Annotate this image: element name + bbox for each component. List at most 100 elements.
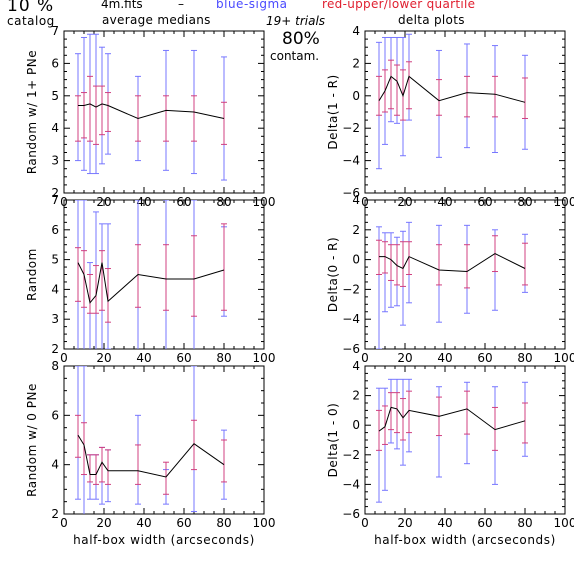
median-line bbox=[378, 75, 526, 103]
y-tick-label: 0 bbox=[352, 418, 360, 432]
data-group bbox=[75, 200, 227, 349]
y-tick-label: −4 bbox=[342, 312, 360, 326]
x-tick-label: 40 bbox=[437, 516, 452, 530]
x-tick-label: 60 bbox=[176, 351, 191, 365]
legend-blue-sigma: blue-sigma bbox=[216, 0, 288, 11]
x-tick-label: 0 bbox=[361, 516, 369, 530]
median-line bbox=[77, 262, 225, 304]
y-axis-label: Random w/ 1+ PNe bbox=[25, 50, 39, 174]
x-tick-label: 20 bbox=[397, 516, 412, 530]
x-tick-label: 100 bbox=[253, 516, 276, 530]
data-group bbox=[376, 221, 528, 349]
x-axis-label: half-box width (arcseconds) bbox=[374, 533, 556, 547]
y-tick-label: 2 bbox=[352, 56, 360, 70]
trials-label: 19+ trials bbox=[266, 14, 326, 28]
plot-frame bbox=[364, 365, 566, 515]
y-tick-label: 6 bbox=[51, 223, 59, 237]
y-axis-label: Delta(0 - R) bbox=[326, 237, 340, 312]
x-tick-label: 0 bbox=[60, 516, 68, 530]
y-tick-label: 4 bbox=[51, 282, 59, 296]
x-tick-label: 60 bbox=[477, 516, 492, 530]
y-tick-label: 2 bbox=[51, 186, 59, 200]
y-tick-label: 4 bbox=[51, 121, 59, 135]
median-line bbox=[77, 434, 225, 478]
x-tick-label: 40 bbox=[136, 516, 151, 530]
y-tick-label: −6 bbox=[342, 186, 360, 200]
x-tick-label: 0 bbox=[60, 351, 68, 365]
y-tick-label: 2 bbox=[352, 223, 360, 237]
panel-p32: 0 20 40 60 80 100 −6 −4 −2 0 2 4 Delta(1 - 0) half-bo… bbox=[326, 359, 574, 547]
y-tick-label: 0 bbox=[352, 253, 360, 267]
plot-frame bbox=[63, 30, 265, 194]
x-tick-label: 100 bbox=[554, 351, 574, 365]
y-tick-label: 7 bbox=[51, 193, 59, 207]
x-tick-label: 20 bbox=[96, 516, 111, 530]
plot-frame bbox=[63, 199, 265, 350]
y-axis-label: Delta(1 - R) bbox=[326, 74, 340, 149]
catalog-percent: 10 % bbox=[7, 0, 55, 16]
y-tick-label: −6 bbox=[342, 507, 360, 521]
x-tick-label: 80 bbox=[216, 351, 231, 365]
file-name: 4m.fits bbox=[101, 0, 143, 11]
y-tick-label: 2 bbox=[352, 389, 360, 403]
y-axis-label: Random w/ 0 PNe bbox=[25, 383, 39, 497]
plot-frame bbox=[364, 30, 566, 194]
y-tick-label: −2 bbox=[342, 448, 360, 462]
y-tick-label: 3 bbox=[51, 312, 59, 326]
y-tick-label: 8 bbox=[51, 359, 59, 373]
average-medians-title: average medians bbox=[102, 13, 211, 27]
panel-p31: 0 20 40 60 80 100 2 4 6 8 Random w/ 0 PNe half-box … bbox=[25, 359, 275, 547]
delta-plots-title: delta plots bbox=[398, 13, 465, 27]
x-tick-label: 100 bbox=[554, 516, 574, 530]
median-line bbox=[379, 253, 526, 273]
y-tick-label: 4 bbox=[352, 359, 360, 373]
data-group bbox=[376, 378, 528, 503]
y-tick-label: −4 bbox=[342, 154, 360, 168]
x-tick-label: 100 bbox=[554, 195, 574, 209]
x-tick-label: 0 bbox=[361, 351, 369, 365]
plot-frame bbox=[63, 365, 265, 515]
y-tick-label: 6 bbox=[51, 56, 59, 70]
x-tick-label: 60 bbox=[176, 516, 191, 530]
y-tick-label: −6 bbox=[342, 342, 360, 356]
y-tick-label: 4 bbox=[51, 458, 59, 472]
y-tick-label: 0 bbox=[352, 89, 360, 103]
data-group bbox=[75, 366, 227, 514]
plot-frame bbox=[364, 199, 566, 350]
y-tick-label: 4 bbox=[352, 24, 360, 38]
catalog-label: catalog bbox=[7, 14, 55, 28]
y-tick-label: 6 bbox=[51, 408, 59, 422]
legend-red-quartile: red-upper/lower quartile bbox=[322, 0, 476, 11]
y-tick-label: 3 bbox=[51, 154, 59, 168]
y-tick-label: 4 bbox=[352, 193, 360, 207]
x-tick-label: 80 bbox=[216, 516, 231, 530]
data-group bbox=[75, 33, 227, 181]
y-axis-label: Delta(1 - 0) bbox=[326, 403, 340, 478]
panel-p21: 0 20 40 60 80 100 2 3 4 5 6 7 Random bbox=[25, 193, 275, 365]
y-tick-label: 5 bbox=[51, 89, 59, 103]
y-tick-label: −2 bbox=[342, 121, 360, 135]
file-dash: – bbox=[178, 0, 184, 11]
x-tick-label: 40 bbox=[136, 351, 151, 365]
x-tick-label: 80 bbox=[517, 351, 532, 365]
median-line bbox=[378, 406, 526, 432]
median-line bbox=[78, 103, 225, 120]
y-tick-label: 7 bbox=[51, 24, 59, 38]
y-tick-label: −2 bbox=[342, 282, 360, 296]
contam-percent: 80% bbox=[282, 29, 320, 49]
y-tick-label: 5 bbox=[51, 253, 59, 267]
panel-p22: 0 20 40 60 80 100 −6 −4 −2 0 2 4 Delta(0 - R) bbox=[326, 193, 574, 365]
y-tick-label: 2 bbox=[51, 507, 59, 521]
data-group bbox=[376, 33, 528, 170]
x-tick-label: 40 bbox=[437, 351, 452, 365]
y-tick-label: −4 bbox=[342, 477, 360, 491]
x-tick-label: 20 bbox=[96, 351, 111, 365]
x-tick-label: 100 bbox=[253, 351, 276, 365]
y-axis-label: Random bbox=[25, 248, 39, 301]
contam-label: contam. bbox=[270, 49, 320, 63]
y-tick-label: 2 bbox=[51, 342, 59, 356]
x-tick-label: 80 bbox=[517, 516, 532, 530]
